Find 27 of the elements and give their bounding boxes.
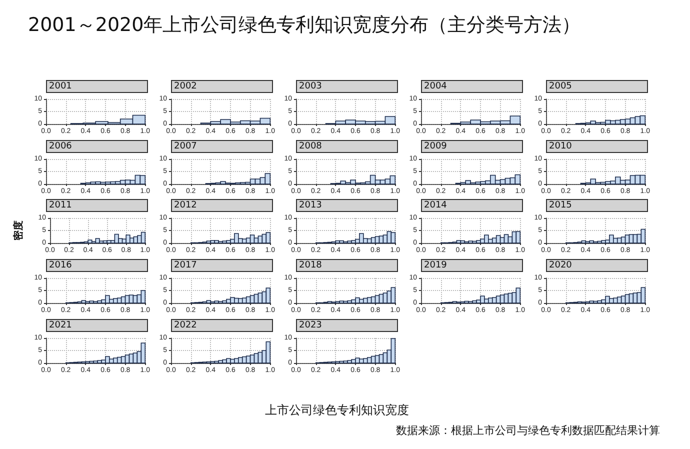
y-axis-title: 密度 [12, 220, 24, 240]
chart-title: 2007 [174, 142, 197, 152]
chart-title: 2023 [299, 320, 322, 330]
chart-title: 2012 [174, 200, 197, 210]
chart-title: 2021 [49, 320, 72, 330]
chart-title: 2015 [549, 200, 572, 210]
chart-title: 2001 [49, 82, 72, 92]
chart-title: 2006 [49, 142, 72, 152]
chart-title: 2002 [174, 82, 197, 92]
chart-title: 2019 [424, 260, 448, 270]
chart-title: 2016 [49, 260, 72, 270]
chart-title: 2017 [174, 260, 197, 270]
chart-title: 2013 [299, 200, 322, 210]
chart-title: 2014 [424, 200, 448, 210]
chart-title: 2005 [549, 82, 572, 92]
chart-title: 2004 [424, 82, 448, 92]
chart-title: 2022 [174, 320, 197, 330]
text: 上市公司绿色专利知识宽度 [265, 402, 409, 419]
chart-title: 2020 [549, 260, 572, 270]
chart-title: 2009 [424, 142, 448, 152]
chart-title: 2011 [49, 200, 72, 210]
source-note: 数据来源：根据上市公司与绿色专利数据匹配结果计算 [396, 423, 660, 438]
chart-title: 2018 [299, 260, 322, 270]
chart-title: 2003 [299, 82, 322, 92]
chart-title: 2008 [299, 142, 322, 152]
text: 2001～2020年上市公司绿色专利知识宽度分布（主分类号方法） [28, 13, 581, 38]
chart-title: 2010 [549, 142, 572, 152]
